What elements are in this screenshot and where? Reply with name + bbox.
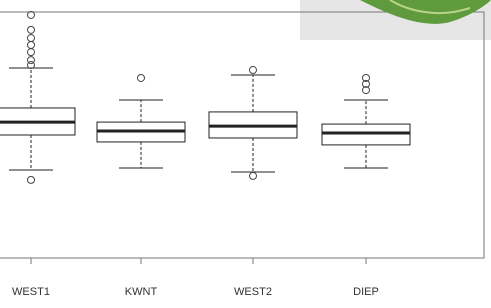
outlier xyxy=(28,11,35,18)
x-tick-label: KWNT xyxy=(125,286,158,298)
chart: WEST1 KWNT WEST2 DIEP xyxy=(0,0,491,308)
outlier xyxy=(28,26,35,33)
outlier xyxy=(28,62,35,69)
outlier xyxy=(28,35,35,42)
outlier xyxy=(28,41,35,48)
x-tick-label: WEST1 xyxy=(12,286,50,298)
outlier xyxy=(28,176,35,183)
x-tick-label: DIEP xyxy=(353,286,379,298)
outlier xyxy=(28,49,35,56)
outlier xyxy=(138,74,145,81)
x-tick-label: WEST2 xyxy=(234,286,272,298)
outlier xyxy=(250,172,257,179)
outlier xyxy=(250,67,257,74)
